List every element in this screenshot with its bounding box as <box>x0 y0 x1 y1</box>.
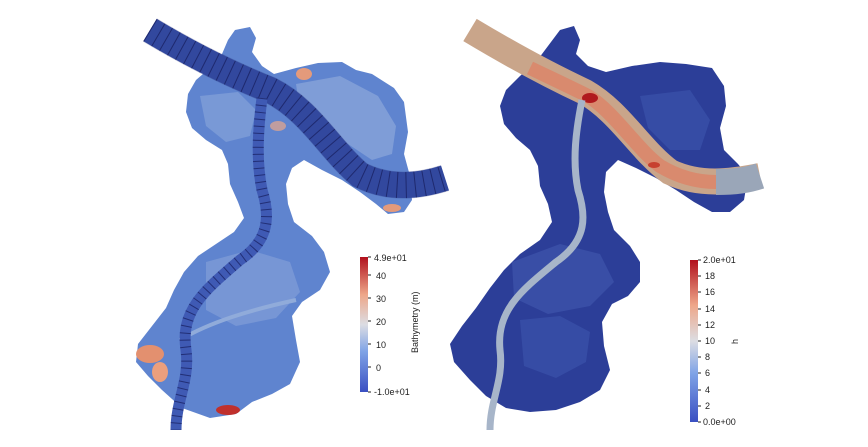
tributary-band <box>170 97 272 431</box>
bathymetry-tick-label: 40 <box>376 271 386 281</box>
depth-tick-label: 14 <box>705 304 715 314</box>
depth-main-channel-core <box>526 61 717 189</box>
bathymetry-tick-label: 10 <box>376 340 386 350</box>
depth-tick-label: 4 <box>705 385 710 395</box>
depth-channel-outflow <box>715 163 765 195</box>
depth-shallow-zone-2 <box>640 90 710 150</box>
bathymetry-max-label: 4.9e+01 <box>374 253 407 263</box>
depth-tick-label: 18 <box>705 271 715 281</box>
bathymetry-tick-label: 20 <box>376 317 386 327</box>
bathymetry-colorbar-title: Bathymetry (m) <box>410 291 420 353</box>
bathymetry-hotspot <box>270 121 286 131</box>
bathymetry-colorbar-ramp <box>360 257 368 392</box>
bathymetry-tick-label: 30 <box>376 294 386 304</box>
depth-tick-label: 16 <box>705 287 715 297</box>
depth-tick-label: 10 <box>705 336 715 346</box>
depth-colorbar-ramp <box>690 260 698 422</box>
bathymetry-hotspot <box>136 345 164 363</box>
depth-tick-label: 6 <box>705 368 710 378</box>
bathymetry-map <box>136 18 450 431</box>
main-river-mesh <box>143 18 449 199</box>
depth-max-label: 2.0e+01 <box>703 255 736 265</box>
depth-map <box>450 18 765 431</box>
depth-tick-label: 8 <box>705 352 710 362</box>
depth-hotspot <box>648 162 660 168</box>
depth-tributary <box>486 99 587 431</box>
depth-hotspot <box>582 93 598 103</box>
bathymetry-min-label: -1.0e+01 <box>374 387 410 397</box>
depth-colorbar: 2.0e+01 18 16 14 12 10 8 6 4 2 0.0e+00 h <box>690 255 740 427</box>
main-river-edge <box>143 18 450 199</box>
depth-shallow-zone <box>512 244 614 314</box>
bathymetry-hotspot <box>216 405 240 415</box>
depth-domain <box>450 26 748 412</box>
depth-min-label: 0.0e+00 <box>703 417 736 427</box>
depth-tick-label: 2 <box>705 401 710 411</box>
bathymetry-shallow-zone-2 <box>200 92 256 142</box>
bathymetry-colorbar: 4.9e+01 40 30 20 10 0 -1.0e+01 Bathymetr… <box>360 253 420 397</box>
bathymetry-hotspot <box>296 68 312 80</box>
depth-shallow-zone-3 <box>520 316 590 378</box>
bathymetry-shallow-zone <box>296 76 396 160</box>
bathymetry-tick-label: 0 <box>376 363 381 373</box>
depth-tick-label: 12 <box>705 320 715 330</box>
bathymetry-hotspot <box>152 362 168 382</box>
depth-colorbar-title: h <box>730 339 740 344</box>
bathymetry-hotspot <box>383 204 401 212</box>
